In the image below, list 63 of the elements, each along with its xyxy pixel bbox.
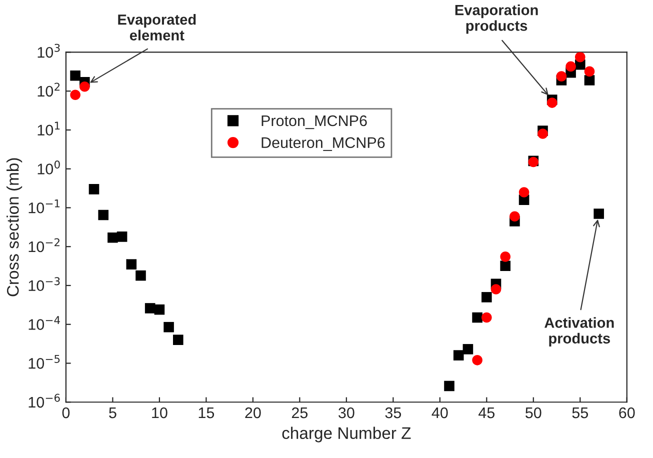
x-tick-label: 0 [62, 407, 70, 418]
point [472, 312, 482, 323]
x-tick-label: 40 [432, 407, 448, 418]
point [556, 71, 567, 82]
point [500, 252, 510, 262]
y-tick-label: 10$^{−5}$ [28, 355, 60, 369]
point [472, 355, 482, 366]
point [172, 334, 184, 345]
point [594, 208, 604, 219]
legend-label: Proton_MCNP6 [262, 115, 367, 130]
point [500, 260, 510, 271]
point [154, 304, 165, 315]
x-tick-label: 30 [338, 407, 354, 418]
point [164, 322, 174, 332]
point [574, 52, 586, 62]
point [490, 284, 502, 294]
y-tick-label: 10$^{−2}$ [28, 238, 60, 252]
x-tick-label: 45 [478, 408, 495, 418]
point [546, 98, 558, 108]
y-axis-title: Cross section (mb) [6, 158, 22, 296]
x-tick-label: 55 [572, 408, 588, 418]
point [70, 70, 80, 81]
y-tick-label: 10$^{1}$ [38, 122, 60, 136]
point [510, 211, 520, 222]
point [116, 232, 128, 242]
point [538, 128, 548, 139]
x-tick-label: 5 [109, 408, 116, 418]
point [462, 344, 474, 354]
y-tick-label: 10$^{−4}$ [28, 316, 60, 330]
x-tick-label: 20 [245, 407, 261, 418]
point [136, 270, 146, 281]
y-tick-label: 10$^{−1}$ [28, 200, 60, 214]
legend-label: Deuteron_MCNP6 [262, 137, 385, 151]
x-tick-label: 15 [198, 408, 214, 418]
point [566, 61, 576, 72]
x-axis-title: charge Number Z [282, 426, 411, 442]
point [70, 90, 80, 100]
annotation: Evaporated element [118, 14, 196, 40]
point [482, 292, 492, 302]
y-tick-label: 10$^{−3}$ [28, 277, 60, 292]
point [80, 82, 90, 92]
y-tick-label: 10$^{0}$ [38, 160, 60, 174]
point [518, 187, 530, 198]
point [126, 259, 137, 270]
annotation: Activation products [544, 317, 614, 346]
x-tick-label: 60 [619, 407, 635, 418]
x-tick-label: 35 [385, 407, 402, 418]
point [88, 184, 100, 194]
point [453, 350, 464, 360]
point [444, 380, 454, 392]
x-tick-label: 10 [152, 407, 168, 418]
x-tick-label: 25 [292, 407, 308, 418]
point [584, 66, 595, 77]
point [584, 75, 595, 86]
point [144, 303, 156, 314]
point [98, 210, 108, 220]
point [108, 232, 118, 243]
y-tick-label: 10$^{−6}$ [28, 394, 60, 408]
y-tick-label: 10$^{3}$ [38, 44, 60, 58]
x-tick-label: 50 [526, 407, 542, 418]
y-tick-label: 10$^{2}$ [38, 82, 60, 97]
annotation: Evaporation products [455, 4, 538, 34]
point [482, 312, 492, 323]
